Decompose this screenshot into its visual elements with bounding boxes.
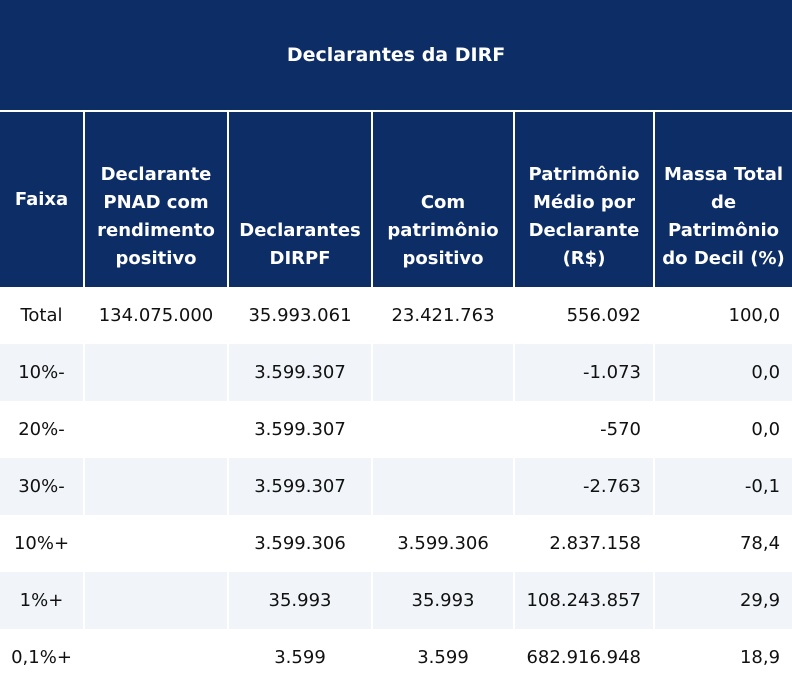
cell-patrimonio-medio: 682.916.948 [513,629,654,686]
cell-dirpf: 3.599.307 [227,344,372,401]
cell-com-patrimonio: 3.599.306 [371,515,514,572]
cell-massa-total: 100,0 [652,287,792,344]
cell-dirpf: 35.993 [227,572,372,629]
cell-faixa: 10%+ [0,515,84,572]
cell-faixa: 30%- [0,458,84,515]
cell-massa-total: -0,1 [652,458,792,515]
table-row: 10%- 3.599.307 -1.073 0,0 [0,344,792,401]
cell-patrimonio-medio: -570 [513,401,654,458]
cell-dirpf: 3.599.306 [227,515,372,572]
cell-pnad [83,401,228,458]
cell-dirpf: 3.599.307 [227,458,372,515]
table-row-total: Total 134.075.000 35.993.061 23.421.763 … [0,287,792,344]
table-row: 1%+ 35.993 35.993 108.243.857 29,9 [0,572,792,629]
cell-patrimonio-medio: -2.763 [513,458,654,515]
header-faixa: Faixa [0,111,84,287]
header-row: Faixa Declarante PNAD com rendimento pos… [0,111,792,287]
header-com-patrimonio: Com patrimônio positivo [371,111,514,287]
cell-com-patrimonio: 3.599 [371,629,514,686]
cell-massa-total: 0,0 [652,401,792,458]
table-row: 0,1%+ 3.599 3.599 682.916.948 18,9 [0,629,792,686]
cell-patrimonio-medio: 108.243.857 [513,572,654,629]
cell-massa-total: 18,9 [652,629,792,686]
cell-patrimonio-medio: 2.837.158 [513,515,654,572]
cell-pnad: 134.075.000 [83,287,228,344]
cell-massa-total: 29,9 [652,572,792,629]
header-patrimonio-medio: Patrimônio Médio por Declarante (R$) [513,111,654,287]
cell-com-patrimonio: 35.993 [371,572,514,629]
cell-com-patrimonio [371,344,514,401]
cell-faixa: 0,1%+ [0,629,84,686]
cell-dirpf: 3.599 [227,629,372,686]
header-declarantes-dirpf: Declarantes DIRPF [227,111,372,287]
cell-pnad [83,458,228,515]
table-title: Declarantes da DIRF [0,0,792,112]
cell-patrimonio-medio: -1.073 [513,344,654,401]
table-row: 30%- 3.599.307 -2.763 -0,1 [0,458,792,515]
cell-pnad [83,515,228,572]
cell-pnad [83,344,228,401]
cell-com-patrimonio [371,458,514,515]
cell-dirpf: 35.993.061 [227,287,372,344]
cell-patrimonio-medio: 556.092 [513,287,654,344]
header-declarante-pnad: Declarante PNAD com rendimento positivo [83,111,228,287]
header-massa-total: Massa Total de Patrimônio do Decil (%) [652,111,792,287]
cell-com-patrimonio [371,401,514,458]
cell-com-patrimonio: 23.421.763 [371,287,514,344]
cell-faixa: Total [0,287,84,344]
cell-faixa: 10%- [0,344,84,401]
cell-pnad [83,572,228,629]
table-row: 20%- 3.599.307 -570 0,0 [0,401,792,458]
cell-faixa: 1%+ [0,572,84,629]
cell-massa-total: 0,0 [652,344,792,401]
table-row: 10%+ 3.599.306 3.599.306 2.837.158 78,4 [0,515,792,572]
cell-pnad [83,629,228,686]
cell-faixa: 20%- [0,401,84,458]
cell-massa-total: 78,4 [652,515,792,572]
cell-dirpf: 3.599.307 [227,401,372,458]
